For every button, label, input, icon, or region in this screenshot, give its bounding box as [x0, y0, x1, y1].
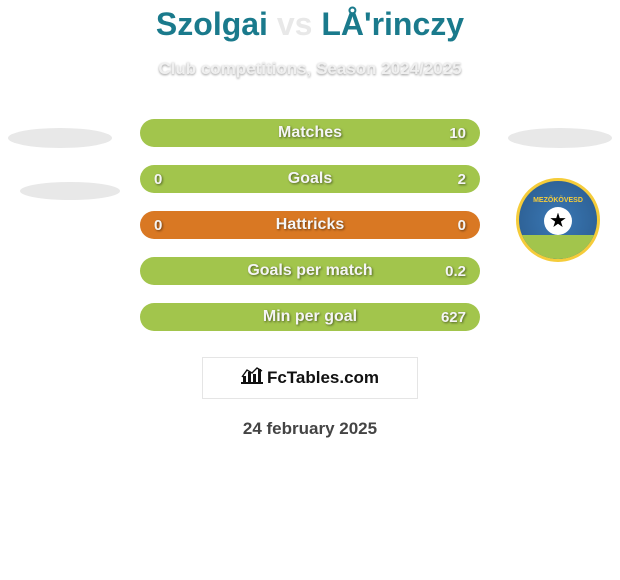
title-vs: vs: [268, 6, 321, 42]
stat-row: Goals per match 0.2: [140, 257, 480, 285]
club-badge: MEZŐKÖVESD 1975: [516, 178, 600, 262]
right-avatar-placeholder: [508, 128, 612, 148]
stat-label: Hattricks: [276, 216, 344, 234]
stat-left-value: 0: [154, 171, 162, 188]
title-player-right: LÅ'rinczy: [321, 6, 464, 42]
stat-row: 0 Goals 2: [140, 165, 480, 193]
stat-label: Min per goal: [263, 308, 357, 326]
stat-row: Matches 10: [140, 119, 480, 147]
stat-row: Min per goal 627: [140, 303, 480, 331]
stat-left-value: 0: [154, 217, 162, 234]
logo-box[interactable]: FcTables.com: [202, 357, 418, 399]
subtitle: Club competitions, Season 2024/2025: [158, 59, 461, 79]
title-player-left: Szolgai: [156, 6, 268, 42]
stat-label: Matches: [278, 124, 342, 142]
page-title: Szolgai vs LÅ'rinczy: [156, 6, 464, 43]
stat-right-value: 0.2: [445, 263, 466, 280]
left-avatar-placeholder-2: [20, 182, 120, 200]
stat-row: 0 Hattricks 0: [140, 211, 480, 239]
logo-text: FcTables.com: [267, 368, 379, 388]
left-avatar-placeholder-1: [8, 128, 112, 148]
chart-icon: [241, 366, 263, 390]
stat-label: Goals: [288, 170, 332, 188]
stat-right-value: 2: [458, 171, 466, 188]
stat-right-value: 627: [441, 309, 466, 326]
stat-right-value: 0: [458, 217, 466, 234]
stat-label: Goals per match: [247, 262, 372, 280]
badge-ball-icon: [544, 207, 572, 235]
stat-right-value: 10: [449, 125, 466, 142]
badge-top-text: MEZŐKÖVESD: [533, 197, 583, 204]
footer-date: 24 february 2025: [243, 419, 377, 439]
